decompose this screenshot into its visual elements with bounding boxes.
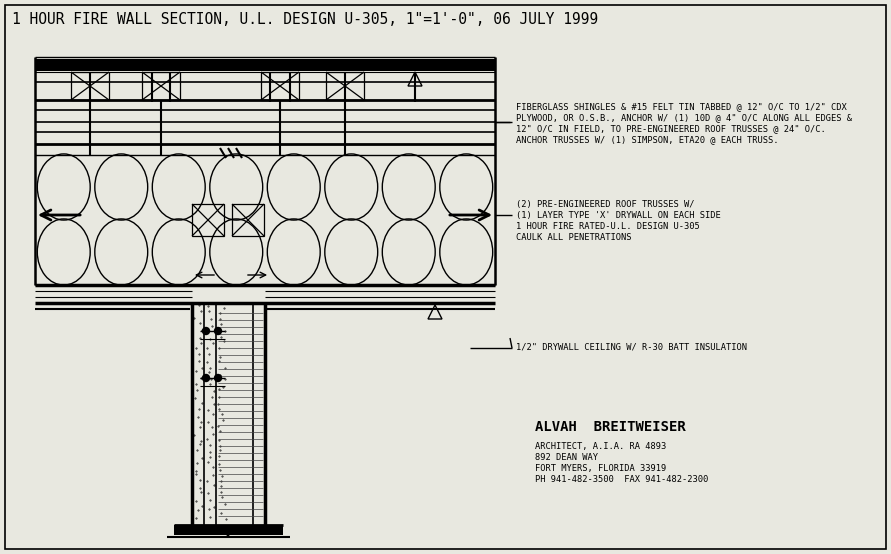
Bar — [142, 72, 180, 100]
Bar — [232, 204, 264, 236]
Bar — [35, 59, 495, 71]
Text: FIBERGLASS SHINGLES & #15 FELT TIN TABBED @ 12" O/C TO 1/2" CDX: FIBERGLASS SHINGLES & #15 FELT TIN TABBE… — [516, 102, 846, 111]
Text: ALVAH  BREITWEISER: ALVAH BREITWEISER — [535, 420, 686, 434]
Bar — [71, 72, 109, 100]
Text: 12" O/C IN FIELD, TO PRE-ENGINEERED ROOF TRUSSES @ 24" O/C.: 12" O/C IN FIELD, TO PRE-ENGINEERED ROOF… — [516, 124, 826, 133]
Text: FORT MYERS, FLORIDA 33919: FORT MYERS, FLORIDA 33919 — [535, 464, 666, 473]
Bar — [261, 72, 299, 100]
Text: 1 HOUR FIRE RATED-U.L. DESIGN U-305: 1 HOUR FIRE RATED-U.L. DESIGN U-305 — [516, 222, 699, 231]
Circle shape — [202, 375, 209, 382]
Text: ARCHITECT, A.I.A. RA 4893: ARCHITECT, A.I.A. RA 4893 — [535, 442, 666, 451]
Text: 892 DEAN WAY: 892 DEAN WAY — [535, 453, 598, 462]
Circle shape — [215, 375, 222, 382]
Text: ANCHOR TRUSSES W/ (1) SIMPSON, ETA20 @ EACH TRUSS.: ANCHOR TRUSSES W/ (1) SIMPSON, ETA20 @ E… — [516, 135, 779, 144]
Text: (1) LAYER TYPE 'X' DRYWALL ON EACH SIDE: (1) LAYER TYPE 'X' DRYWALL ON EACH SIDE — [516, 211, 721, 220]
Text: 1/2" DRYWALL CEILING W/ R-30 BATT INSULATION: 1/2" DRYWALL CEILING W/ R-30 BATT INSULA… — [516, 343, 747, 352]
Text: (2) PRE-ENGINEERED ROOF TRUSSES W/: (2) PRE-ENGINEERED ROOF TRUSSES W/ — [516, 200, 694, 209]
Text: PH 941-482-3500  FAX 941-482-2300: PH 941-482-3500 FAX 941-482-2300 — [535, 475, 708, 484]
Text: CAULK ALL PENETRATIONS: CAULK ALL PENETRATIONS — [516, 233, 632, 242]
Bar — [174, 525, 283, 535]
Bar — [192, 204, 224, 236]
Text: PLYWOOD, OR O.S.B., ANCHOR W/ (1) 10D @ 4" O/C ALONG ALL EDGES &: PLYWOOD, OR O.S.B., ANCHOR W/ (1) 10D @ … — [516, 113, 852, 122]
Circle shape — [215, 327, 222, 335]
Circle shape — [202, 327, 209, 335]
Bar — [326, 72, 364, 100]
Text: 1 HOUR FIRE WALL SECTION, U.L. DESIGN U-305, 1"=1'-0", 06 JULY 1999: 1 HOUR FIRE WALL SECTION, U.L. DESIGN U-… — [12, 12, 598, 27]
